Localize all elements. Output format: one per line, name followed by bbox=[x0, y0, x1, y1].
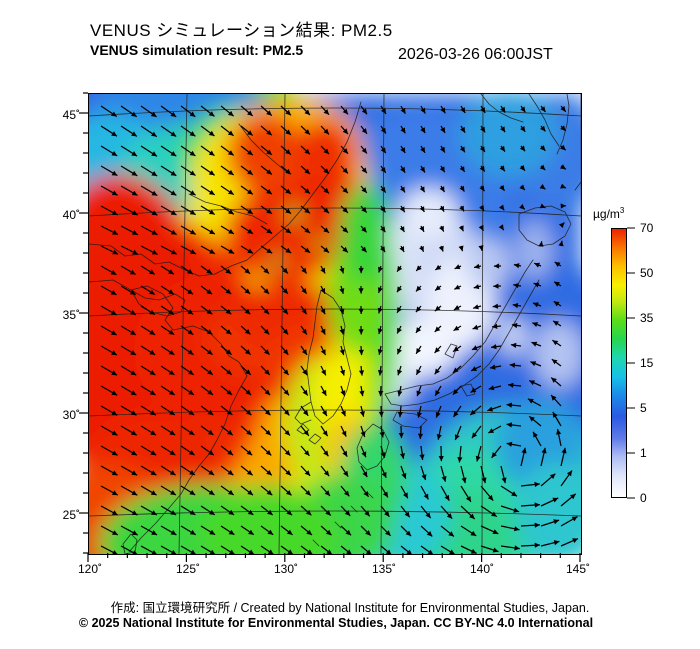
xtick-label-140: 140˚ bbox=[469, 562, 495, 576]
colorbar-tick-label: 0 bbox=[640, 491, 647, 505]
colorbar-unit-label: µg/m3 bbox=[593, 206, 625, 221]
xtick-label-120: 120˚ bbox=[77, 562, 103, 576]
colorbar-tick bbox=[627, 362, 635, 364]
colorbar-tick-label: 15 bbox=[640, 356, 654, 370]
colorbar-tick bbox=[627, 452, 635, 454]
colorbar-tick bbox=[627, 407, 635, 409]
colorbar-tick bbox=[627, 272, 635, 274]
colorbar-tick-label: 70 bbox=[640, 221, 654, 235]
ytick-label-40: 40˚ bbox=[62, 208, 80, 222]
colorbar-gradient bbox=[611, 228, 627, 498]
page-title-english: VENUS simulation result: PM2.5 bbox=[90, 42, 304, 58]
colorbar-tick-label: 35 bbox=[640, 311, 654, 325]
colorbar-tick bbox=[627, 227, 635, 229]
colorbar-tick-label: 5 bbox=[640, 401, 647, 415]
license-line: © 2025 National Institute for Environmen… bbox=[78, 616, 594, 630]
page-title-japanese: VENUS シミュレーション結果: PM2.5 bbox=[90, 21, 393, 40]
colorbar-tick-label: 1 bbox=[640, 446, 647, 460]
ytick-label-35: 35˚ bbox=[62, 308, 80, 322]
credit-line: 作成: 国立環境研究所 / Created by National Instit… bbox=[110, 601, 590, 615]
xtick-label-125: 125˚ bbox=[175, 562, 201, 576]
colorbar-legend: µg/m3 70 50 35 15 5 1 0 bbox=[593, 206, 653, 505]
ytick-label-30: 30˚ bbox=[62, 408, 80, 422]
xtick-label-135: 135˚ bbox=[371, 562, 397, 576]
wind-vector-field bbox=[100, 105, 579, 554]
pm25-concentration-map bbox=[88, 93, 582, 555]
colorbar-tick-label: 50 bbox=[640, 266, 654, 280]
xtick-label-145: 145˚ bbox=[565, 562, 591, 576]
ytick-label-25: 25˚ bbox=[62, 508, 80, 522]
colorbar-tick bbox=[627, 317, 635, 319]
coastlines bbox=[89, 94, 581, 554]
xtick-label-130: 130˚ bbox=[273, 562, 299, 576]
colorbar-tick bbox=[627, 497, 635, 499]
ytick-label-45: 45˚ bbox=[62, 108, 80, 122]
map-plot-area: 45˚ 40˚ 35˚ 30˚ 25˚ 120˚ 125˚ 130˚ 135˚ … bbox=[63, 92, 590, 576]
timestamp-label: 2026-03-26 06:00JST bbox=[398, 46, 553, 63]
graticule-grid bbox=[89, 94, 581, 554]
